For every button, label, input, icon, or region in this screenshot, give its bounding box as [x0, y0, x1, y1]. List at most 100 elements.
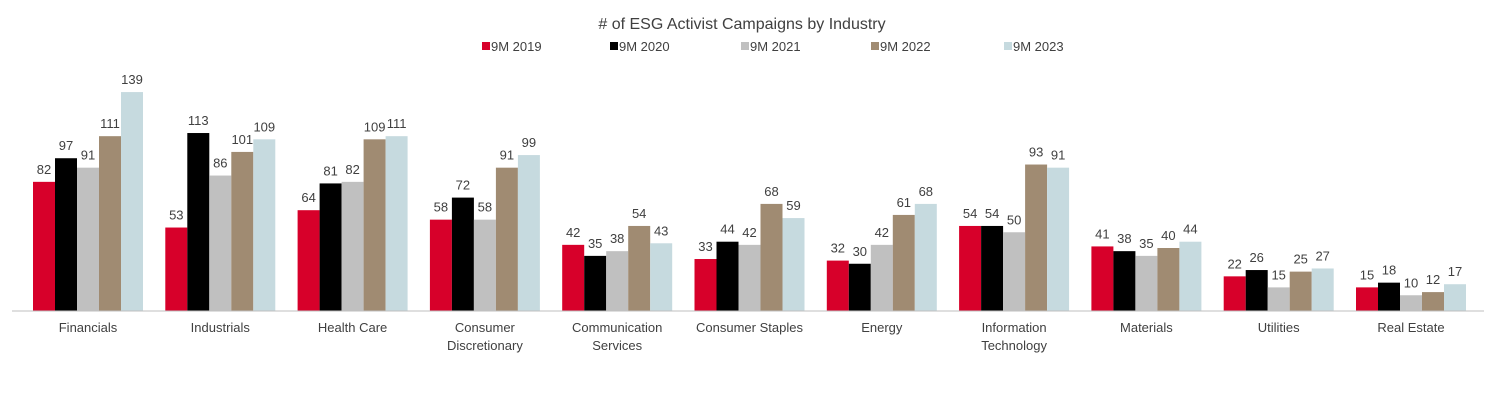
bar-9m-2022-7 [1025, 164, 1048, 311]
data-label: 27 [1315, 248, 1329, 263]
data-label: 17 [1448, 264, 1462, 279]
bar-9m-2023-5 [782, 218, 805, 311]
data-label: 44 [1183, 222, 1197, 237]
category-label: Technology [981, 338, 1047, 353]
data-label: 15 [1360, 267, 1374, 282]
category-label: Consumer [455, 320, 516, 335]
category-label: Real Estate [1377, 320, 1444, 335]
bar-9m-2021-6 [870, 244, 893, 311]
data-label: 38 [610, 231, 624, 246]
data-label: 26 [1249, 250, 1263, 265]
chart-title: # of ESG Activist Campaigns by Industry [598, 16, 885, 33]
bar-9m-2021-7 [1003, 232, 1026, 311]
data-label: 54 [963, 206, 977, 221]
data-label: 82 [345, 162, 359, 177]
data-label: 109 [253, 119, 275, 134]
data-label: 35 [588, 236, 602, 251]
bar-9m-2021-3 [473, 219, 496, 311]
bar-9m-2019-5 [694, 259, 717, 311]
data-label: 35 [1139, 236, 1153, 251]
bar-9m-2020-6 [848, 263, 871, 311]
data-label: 15 [1271, 267, 1285, 282]
category-label: Energy [861, 320, 903, 335]
bar-9m-2022-5 [760, 203, 783, 311]
bar-9m-2023-8 [1179, 241, 1202, 311]
legend-label: 9M 2019 [491, 39, 542, 54]
bar-9m-2020-4 [584, 255, 607, 311]
legend-label: 9M 2020 [619, 39, 670, 54]
data-label: 10 [1404, 275, 1418, 290]
data-label: 32 [831, 241, 845, 256]
bar-9m-2020-10 [1378, 282, 1400, 311]
bar-9m-2023-3 [517, 155, 540, 311]
bar-9m-2019-4 [562, 244, 585, 311]
bar-9m-2022-2 [363, 139, 386, 311]
bar-9m-2022-9 [1289, 271, 1312, 311]
data-label: 64 [301, 190, 315, 205]
bar-9m-2021-5 [738, 244, 761, 311]
bar-9m-2022-1 [231, 151, 254, 311]
data-label: 12 [1426, 272, 1440, 287]
data-label: 59 [786, 198, 800, 213]
data-label: 91 [500, 148, 514, 163]
legend-swatch [1004, 42, 1012, 50]
bar-9m-2023-1 [253, 139, 276, 311]
data-label: 111 [100, 116, 120, 131]
bar-9m-2022-8 [1157, 248, 1180, 311]
data-label: 68 [764, 184, 778, 199]
data-label: 50 [1007, 212, 1021, 227]
data-label: 40 [1161, 228, 1175, 243]
data-label: 86 [213, 156, 227, 171]
bar-9m-2023-6 [914, 203, 937, 311]
data-label: 68 [919, 184, 933, 199]
legend-swatch [871, 42, 879, 50]
bar-9m-2019-10 [1356, 287, 1378, 311]
data-label: 44 [720, 222, 734, 237]
category-label: Information [982, 320, 1047, 335]
data-label: 22 [1227, 256, 1241, 271]
data-label: 99 [522, 135, 536, 150]
legend-label: 9M 2022 [880, 39, 931, 54]
data-label: 42 [566, 225, 580, 240]
data-label: 41 [1095, 226, 1109, 241]
bar-9m-2019-9 [1223, 276, 1246, 311]
category-label: Communication [572, 320, 662, 335]
legend-label: 9M 2021 [750, 39, 801, 54]
data-label: 25 [1293, 252, 1307, 267]
bar-9m-2022-3 [495, 167, 518, 311]
bar-9m-2019-2 [297, 210, 320, 311]
bar-9m-2020-9 [1245, 270, 1268, 311]
bar-9m-2019-0 [33, 181, 55, 311]
data-label: 93 [1029, 145, 1043, 160]
category-labels-group: Financials Industrials Health Care Consumer… [59, 320, 1445, 353]
bar-9m-2022-10 [1422, 292, 1444, 311]
bar-9m-2020-0 [55, 158, 77, 311]
data-label: 38 [1117, 231, 1131, 246]
bar-9m-2019-1 [165, 227, 188, 311]
legend-swatch [741, 42, 749, 50]
bar-9m-2023-4 [650, 243, 673, 311]
data-label: 81 [323, 163, 337, 178]
bar-9m-2021-8 [1135, 255, 1158, 311]
legend-swatch [610, 42, 618, 50]
bar-9m-2023-7 [1047, 167, 1070, 311]
bar-9m-2020-3 [451, 197, 474, 311]
bar-9m-2020-5 [716, 241, 739, 311]
bar-9m-2020-7 [981, 225, 1004, 311]
data-label: 30 [853, 244, 867, 259]
data-label: 91 [1051, 148, 1065, 163]
data-label: 139 [121, 72, 143, 87]
data-label: 61 [897, 195, 911, 210]
data-label: 43 [654, 223, 668, 238]
legend: 9M 2019 9M 2020 9M 2021 9M 2022 9M 2023 [482, 39, 1064, 54]
bar-9m-2019-8 [1091, 246, 1114, 311]
category-label: Consumer Staples [696, 320, 803, 335]
data-label: 33 [698, 239, 712, 254]
data-label: 58 [478, 200, 492, 215]
category-label: Discretionary [447, 338, 523, 353]
bar-9m-2021-0 [77, 167, 99, 311]
data-label: 97 [59, 138, 73, 153]
bar-9m-2020-8 [1113, 251, 1136, 311]
